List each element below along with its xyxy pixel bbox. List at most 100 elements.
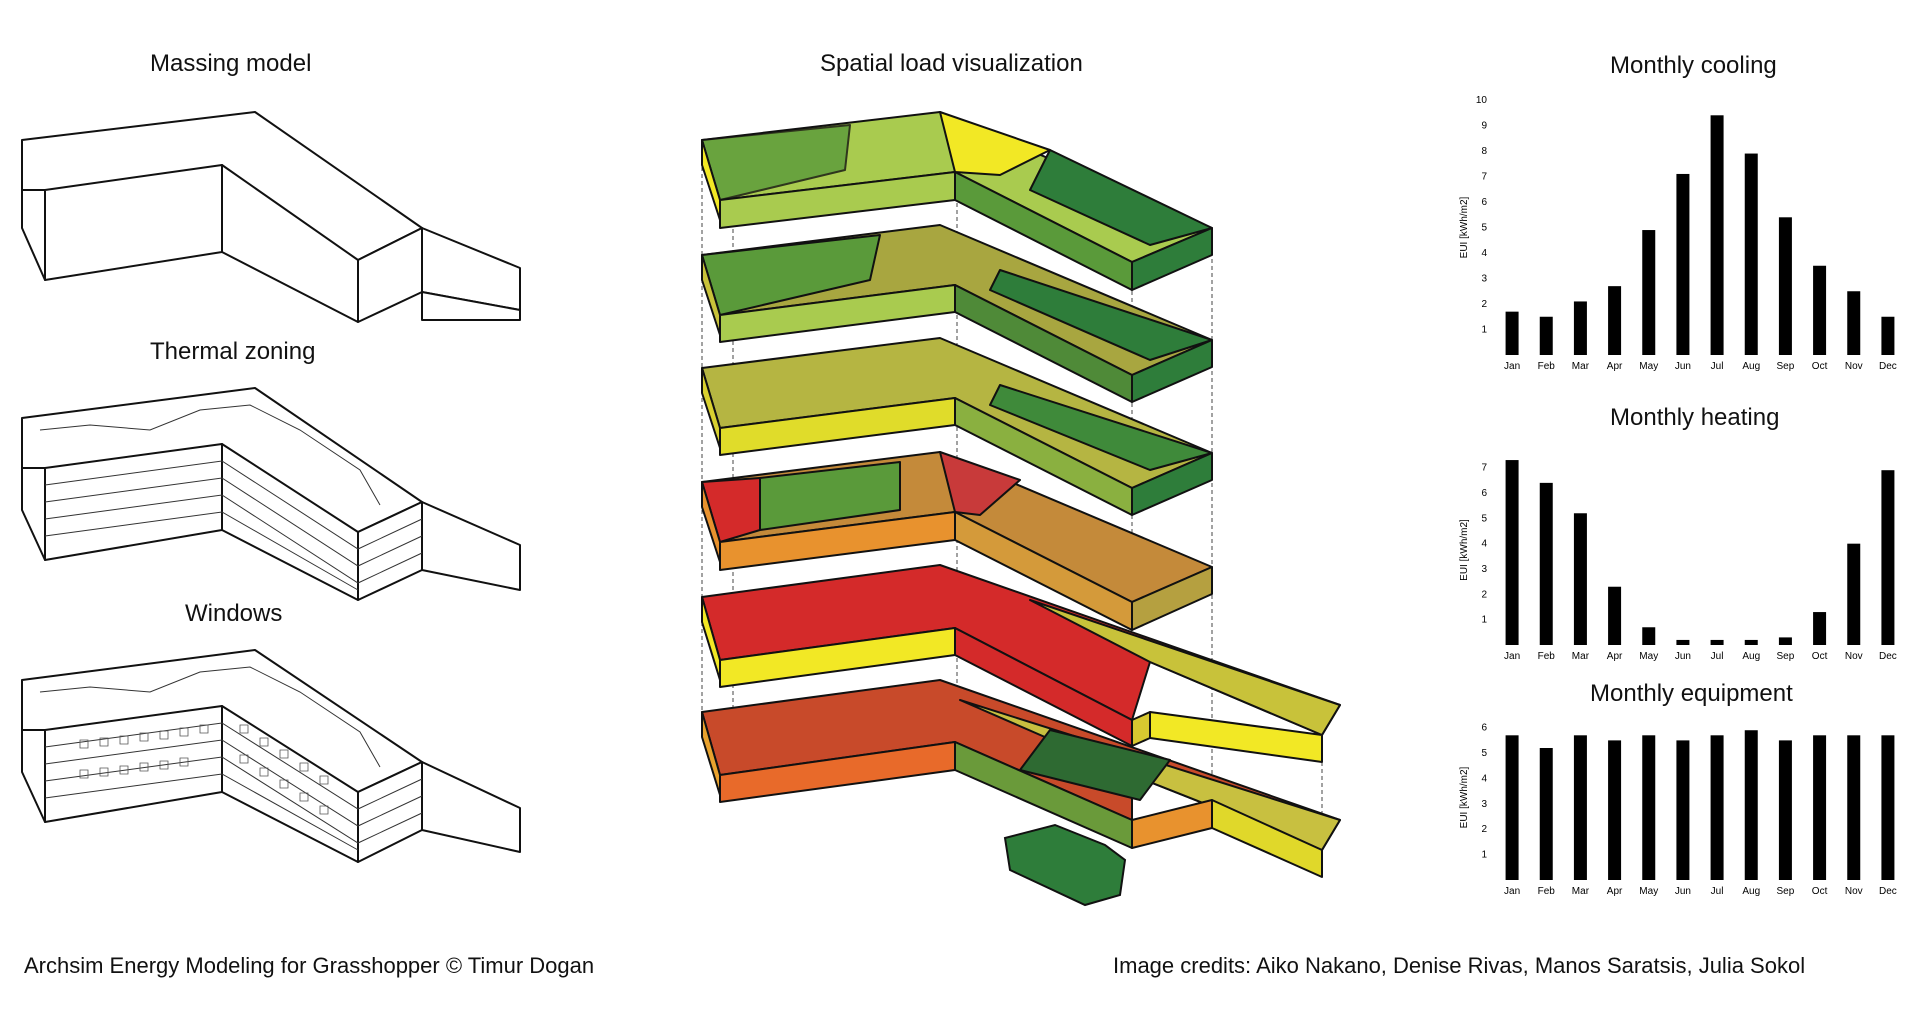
x-tick-label: Jan [1504, 361, 1520, 372]
x-tick-label: Sep [1777, 651, 1795, 662]
x-tick-label: Jun [1675, 361, 1691, 372]
bar-1-oct [1813, 612, 1827, 645]
chart-title-cooling: Monthly cooling [1610, 52, 1777, 79]
y-tick-label: 4 [1481, 248, 1487, 259]
y-tick-label: 5 [1481, 513, 1487, 524]
x-tick-label: Jan [1504, 886, 1520, 897]
y-tick-label: 1 [1481, 850, 1487, 861]
x-tick-label: Jun [1675, 886, 1691, 897]
y-tick-label: 6 [1481, 723, 1487, 734]
y-tick-label: 7 [1481, 463, 1487, 474]
y-tick-label: 2 [1481, 589, 1487, 600]
bar-0-apr [1608, 286, 1622, 355]
bar-0-jul [1710, 115, 1724, 355]
y-tick-label: 4 [1481, 773, 1487, 784]
bar-0-jan [1505, 311, 1519, 355]
windows-title: Windows [185, 600, 283, 627]
x-tick-label: Jun [1675, 651, 1691, 662]
y-tick-label: 9 [1481, 121, 1487, 132]
x-tick-label: Apr [1607, 361, 1623, 372]
chart-title-heating: Monthly heating [1610, 404, 1780, 431]
y-tick-label: 4 [1481, 539, 1487, 550]
bar-2-apr [1608, 740, 1622, 880]
x-tick-label: May [1639, 361, 1658, 372]
bar-0-mar [1573, 301, 1587, 355]
bar-0-nov [1847, 291, 1861, 355]
y-tick-label: 6 [1481, 488, 1487, 499]
y-tick-label: 10 [1476, 95, 1488, 106]
x-tick-label: Apr [1607, 651, 1623, 662]
massing-model-title: Massing model [150, 50, 312, 77]
x-tick-label: Oct [1812, 651, 1828, 662]
bar-2-jul [1710, 735, 1724, 880]
x-tick-label: Apr [1607, 886, 1623, 897]
bar-0-dec [1881, 316, 1895, 355]
massing-model-drawing [21, 111, 521, 323]
y-tick-label: 7 [1481, 172, 1487, 183]
bar-2-sep [1778, 740, 1792, 880]
y-tick-label: 2 [1481, 824, 1487, 835]
y-tick-label: 5 [1481, 748, 1487, 759]
bar-2-jan [1505, 735, 1519, 880]
x-tick-label: May [1639, 651, 1658, 662]
bar-1-may [1642, 627, 1656, 645]
bar-2-nov [1847, 735, 1861, 880]
x-tick-label: Nov [1845, 361, 1863, 372]
thermal-zoning-title: Thermal zoning [150, 338, 316, 365]
y-axis-label: EUI [kWh/m2] [1459, 519, 1470, 581]
x-tick-label: Mar [1572, 651, 1590, 662]
x-tick-label: Nov [1845, 651, 1863, 662]
y-tick-label: 1 [1481, 615, 1487, 626]
bar-0-feb [1539, 316, 1553, 355]
y-tick-label: 3 [1481, 564, 1487, 575]
x-tick-label: May [1639, 886, 1658, 897]
bar-0-aug [1744, 153, 1758, 355]
bar-1-jan [1505, 460, 1519, 645]
bar-1-aug [1744, 639, 1758, 645]
window-openings [79, 724, 329, 815]
bar-2-dec [1881, 735, 1895, 880]
x-tick-label: Jul [1711, 361, 1724, 372]
x-tick-label: Dec [1879, 361, 1897, 372]
x-tick-label: Feb [1538, 886, 1556, 897]
x-tick-label: Sep [1777, 886, 1795, 897]
x-tick-label: Mar [1572, 361, 1590, 372]
bar-0-sep [1778, 217, 1792, 355]
x-tick-label: Jul [1711, 651, 1724, 662]
y-tick-label: 6 [1481, 197, 1487, 208]
x-tick-label: Aug [1742, 651, 1760, 662]
x-tick-label: Aug [1742, 886, 1760, 897]
bar-2-jun [1676, 740, 1690, 880]
bar-1-jun [1676, 639, 1690, 645]
y-tick-label: 3 [1481, 274, 1487, 285]
y-tick-label: 2 [1481, 299, 1487, 310]
bar-1-feb [1539, 482, 1553, 645]
x-tick-label: Jul [1711, 886, 1724, 897]
bar-1-apr [1608, 586, 1622, 645]
x-tick-label: Mar [1572, 886, 1590, 897]
bar-0-oct [1813, 265, 1827, 355]
x-tick-label: Aug [1742, 361, 1760, 372]
floor-lines [39, 404, 423, 851]
chart-title-equipment: Monthly equipment [1590, 680, 1793, 707]
bar-1-nov [1847, 543, 1861, 645]
footer-left-credit: Archsim Energy Modeling for Grasshopper … [24, 953, 595, 978]
x-tick-label: Dec [1879, 651, 1897, 662]
bar-1-dec [1881, 470, 1895, 645]
y-tick-label: 3 [1481, 799, 1487, 810]
x-tick-label: Feb [1538, 651, 1556, 662]
y-axis-label: EUI [kWh/m2] [1459, 196, 1470, 258]
bar-1-jul [1710, 639, 1724, 645]
x-tick-label: Jan [1504, 651, 1520, 662]
bar-2-oct [1813, 735, 1827, 880]
bar-2-feb [1539, 748, 1553, 880]
spatial-load-title: Spatial load visualization [820, 50, 1083, 77]
y-tick-label: 8 [1481, 146, 1487, 157]
bar-2-mar [1573, 735, 1587, 880]
footer-right-credit: Image credits: Aiko Nakano, Denise Rivas… [1113, 953, 1806, 978]
bar-0-jun [1676, 173, 1690, 355]
bar-2-may [1642, 735, 1656, 880]
left-panel-drawings [21, 111, 521, 863]
bar-1-sep [1778, 637, 1792, 645]
